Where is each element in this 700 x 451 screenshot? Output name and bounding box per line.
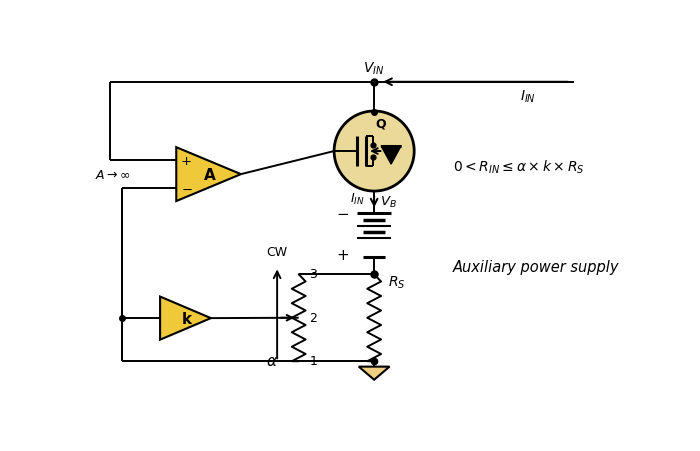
Text: $-$: $-$ <box>181 182 192 195</box>
Text: $V_B$: $V_B$ <box>380 194 397 209</box>
Text: 3: 3 <box>309 267 317 281</box>
Text: $\alpha$: $\alpha$ <box>266 353 278 368</box>
Text: $I_{IN}$: $I_{IN}$ <box>350 192 365 207</box>
Text: Q: Q <box>375 118 386 130</box>
Text: $0 < R_{IN} \leq \alpha \times k \times R_S$: $0 < R_{IN} \leq \alpha \times k \times … <box>453 158 584 176</box>
Text: $V_{IN}$: $V_{IN}$ <box>363 61 385 77</box>
Polygon shape <box>160 297 211 340</box>
Polygon shape <box>176 148 241 202</box>
Text: 1: 1 <box>309 354 317 367</box>
Polygon shape <box>358 367 389 380</box>
Text: 2: 2 <box>309 312 317 325</box>
Text: $A \rightarrow \infty$: $A \rightarrow \infty$ <box>95 168 131 181</box>
Circle shape <box>334 112 414 192</box>
Text: $-$: $-$ <box>337 204 349 219</box>
Text: $+$: $+$ <box>337 248 349 263</box>
Text: +: + <box>181 154 192 167</box>
Text: A: A <box>204 167 216 182</box>
Text: CW: CW <box>266 245 287 258</box>
Polygon shape <box>381 147 401 165</box>
Text: k: k <box>182 311 192 326</box>
Text: $R_S$: $R_S$ <box>388 274 405 290</box>
Text: Auxiliary power supply: Auxiliary power supply <box>453 259 620 274</box>
Text: $I_{IN}$: $I_{IN}$ <box>521 89 536 105</box>
